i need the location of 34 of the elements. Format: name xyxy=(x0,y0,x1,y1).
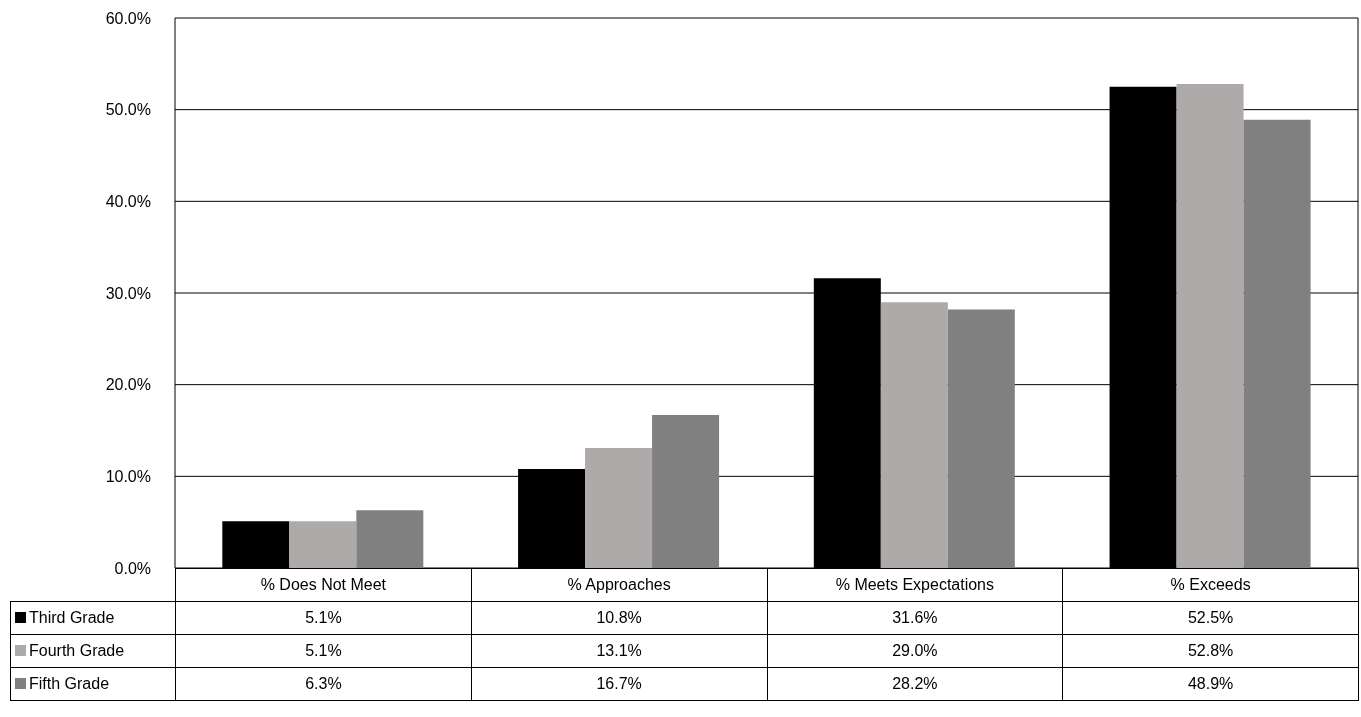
y-tick-label: 10.0% xyxy=(105,468,151,486)
data-label: 6.3% xyxy=(175,667,472,701)
y-tick-label: 40.0% xyxy=(105,193,151,211)
bar xyxy=(356,510,424,568)
data-label: 48.9% xyxy=(1062,667,1359,701)
data-label: 28.2% xyxy=(767,667,1063,701)
y-tick-label: 20.0% xyxy=(105,376,151,394)
bar xyxy=(652,414,720,568)
legend-label: Fifth Grade xyxy=(29,675,110,692)
y-tick-label: 50.0% xyxy=(105,101,151,119)
data-label: 52.5% xyxy=(1062,601,1359,635)
data-label: 29.0% xyxy=(767,634,1063,668)
x-tick-label: % Exceeds xyxy=(1062,568,1359,602)
y-tick-label: 0.0% xyxy=(114,559,151,577)
y-tick-label: 30.0% xyxy=(105,284,151,302)
bar xyxy=(1243,119,1311,568)
y-tick-label: 60.0% xyxy=(105,9,151,27)
bar xyxy=(585,447,653,568)
bar xyxy=(1176,84,1244,568)
data-label: 31.6% xyxy=(767,601,1063,635)
bar xyxy=(289,521,357,568)
legend-label: Fourth Grade xyxy=(29,642,125,659)
data-label: 16.7% xyxy=(471,667,767,701)
data-label: 13.1% xyxy=(471,634,767,668)
data-label: 10.8% xyxy=(471,601,767,635)
x-tick-label: % Meets Expectations xyxy=(767,568,1063,602)
x-tick-label: % Approaches xyxy=(471,568,767,602)
legend-label: Third Grade xyxy=(29,609,115,626)
bar xyxy=(880,302,948,568)
x-tick-label: % Does Not Meet xyxy=(175,568,472,602)
bar xyxy=(947,309,1015,568)
data-label: 5.1% xyxy=(175,634,472,668)
data-label: 5.1% xyxy=(175,601,472,635)
data-label: 52.8% xyxy=(1062,634,1359,668)
